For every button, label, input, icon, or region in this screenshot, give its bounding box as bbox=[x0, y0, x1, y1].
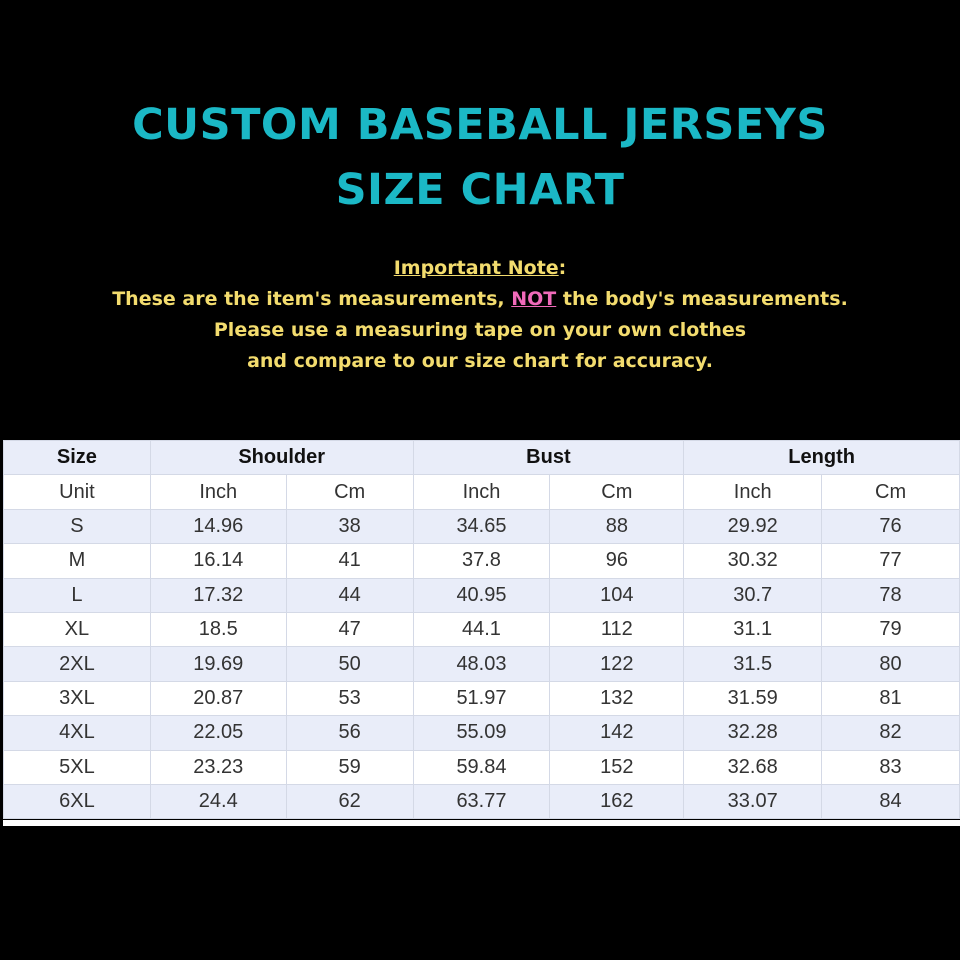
size-cell: S bbox=[3, 508, 151, 545]
measurement-cell: 56 bbox=[285, 715, 414, 751]
unit-cell: Cm bbox=[549, 474, 685, 510]
table-row: 6XL 24.4 62 63.77 162 33.07 84 bbox=[3, 783, 960, 820]
measurement-cell: 44 bbox=[285, 577, 414, 613]
measurement-cell: 32.28 bbox=[683, 715, 823, 751]
measurement-cell: 31.1 bbox=[683, 611, 823, 648]
measurement-cell: 44.1 bbox=[412, 611, 551, 648]
measurement-cell: 77 bbox=[821, 543, 960, 579]
table-header-row: Size Shoulder Bust Length bbox=[3, 439, 960, 476]
unit-cell: Inch bbox=[412, 474, 551, 510]
measurement-cell: 47 bbox=[285, 611, 414, 648]
measurement-cell: 83 bbox=[821, 749, 960, 785]
title-line-2: SIZE CHART bbox=[335, 165, 625, 215]
table-row: M 16.14 41 37.8 96 30.32 77 bbox=[3, 543, 960, 579]
size-cell: 3XL bbox=[3, 680, 151, 717]
measurement-cell: 104 bbox=[549, 577, 685, 613]
header-size: Size bbox=[3, 439, 151, 476]
measurement-cell: 53 bbox=[285, 680, 414, 717]
measurement-cell: 84 bbox=[821, 783, 960, 820]
note-heading-text: Important Note bbox=[393, 257, 559, 279]
measurement-cell: 30.32 bbox=[683, 543, 823, 579]
measurement-cell: 112 bbox=[549, 611, 685, 648]
unit-cell: Cm bbox=[821, 474, 960, 510]
measurement-cell: 29.92 bbox=[683, 508, 823, 545]
measurement-cell: 162 bbox=[549, 783, 685, 820]
measurement-cell: 62 bbox=[285, 783, 414, 820]
measurement-cell: 37.8 bbox=[412, 543, 551, 579]
measurement-cell: 132 bbox=[549, 680, 685, 717]
measurement-cell: 152 bbox=[549, 749, 685, 785]
size-cell: 4XL bbox=[3, 715, 151, 751]
measurement-cell: 79 bbox=[821, 611, 960, 648]
table-row: L 17.32 44 40.95 104 30.7 78 bbox=[3, 577, 960, 613]
measurement-cell: 96 bbox=[549, 543, 685, 579]
measurement-cell: 80 bbox=[821, 646, 960, 682]
measurement-cell: 55.09 bbox=[412, 715, 551, 751]
measurement-cell: 33.07 bbox=[683, 783, 823, 820]
measurement-cell: 48.03 bbox=[412, 646, 551, 682]
measurement-cell: 142 bbox=[549, 715, 685, 751]
measurement-cell: 17.32 bbox=[149, 577, 287, 613]
measurement-cell: 82 bbox=[821, 715, 960, 751]
table-row: 3XL 20.87 53 51.97 132 31.59 81 bbox=[3, 680, 960, 717]
note-heading-colon: : bbox=[558, 257, 567, 279]
measurement-cell: 59 bbox=[285, 749, 414, 785]
note-emphasis: NOT bbox=[511, 288, 557, 310]
measurement-cell: 30.7 bbox=[683, 577, 823, 613]
size-cell: 6XL bbox=[3, 783, 151, 820]
measurement-cell: 16.14 bbox=[149, 543, 287, 579]
size-cell: L bbox=[3, 577, 151, 613]
size-cell: XL bbox=[3, 611, 151, 648]
size-chart-table: Size Shoulder Bust Length Unit Inch Cm I… bbox=[3, 439, 960, 820]
measurement-cell: 51.97 bbox=[412, 680, 551, 717]
size-cell: 5XL bbox=[3, 749, 151, 785]
measurement-cell: 19.69 bbox=[149, 646, 287, 682]
measurement-cell: 41 bbox=[285, 543, 414, 579]
header-length: Length bbox=[683, 439, 960, 476]
table-row: 4XL 22.05 56 55.09 142 32.28 82 bbox=[3, 715, 960, 751]
measurement-cell: 40.95 bbox=[412, 577, 551, 613]
unit-cell: Unit bbox=[3, 474, 151, 510]
measurement-cell: 63.77 bbox=[412, 783, 551, 820]
measurement-cell: 31.59 bbox=[683, 680, 823, 717]
measurement-cell: 18.5 bbox=[149, 611, 287, 648]
note-line-1-post: the body's measurements. bbox=[556, 288, 848, 310]
size-cell: M bbox=[3, 543, 151, 579]
note-line-2: Please use a measuring tape on your own … bbox=[213, 319, 747, 341]
table-row: XL 18.5 47 44.1 112 31.1 79 bbox=[3, 611, 960, 648]
unit-row: Unit Inch Cm Inch Cm Inch Cm bbox=[3, 474, 960, 510]
measurement-cell: 31.5 bbox=[683, 646, 823, 682]
measurement-cell: 14.96 bbox=[149, 508, 287, 545]
measurement-cell: 122 bbox=[549, 646, 685, 682]
measurement-cell: 76 bbox=[821, 508, 960, 545]
note-heading: Important Note: bbox=[0, 257, 960, 279]
table-row: 2XL 19.69 50 48.03 122 31.5 80 bbox=[3, 646, 960, 682]
measurement-cell: 59.84 bbox=[412, 749, 551, 785]
note-line-1-pre: These are the item's measurements, bbox=[112, 288, 512, 310]
measurement-cell: 22.05 bbox=[149, 715, 287, 751]
measurement-cell: 32.68 bbox=[683, 749, 823, 785]
note-line-1: These are the item's measurements, NOT t… bbox=[0, 288, 960, 310]
table-row: 5XL 23.23 59 59.84 152 32.68 83 bbox=[3, 749, 960, 785]
table-row: S 14.96 38 34.65 88 29.92 76 bbox=[3, 508, 960, 545]
measurement-cell: 78 bbox=[821, 577, 960, 613]
size-cell: 2XL bbox=[3, 646, 151, 682]
measurement-cell: 24.4 bbox=[149, 783, 287, 820]
measurement-cell: 50 bbox=[285, 646, 414, 682]
header-shoulder: Shoulder bbox=[149, 439, 414, 476]
measurement-cell: 34.65 bbox=[412, 508, 551, 545]
measurement-cell: 20.87 bbox=[149, 680, 287, 717]
measurement-cell: 23.23 bbox=[149, 749, 287, 785]
header-bust: Bust bbox=[412, 439, 685, 476]
unit-cell: Cm bbox=[285, 474, 414, 510]
measurement-cell: 88 bbox=[549, 508, 685, 545]
measurement-cell: 38 bbox=[285, 508, 414, 545]
unit-cell: Inch bbox=[149, 474, 287, 510]
note-line-3: and compare to our size chart for accura… bbox=[247, 350, 713, 372]
unit-cell: Inch bbox=[683, 474, 823, 510]
title-line-1: CUSTOM BASEBALL JERSEYS bbox=[132, 100, 828, 150]
table-bottom-edge bbox=[3, 820, 960, 826]
measurement-cell: 81 bbox=[821, 680, 960, 717]
